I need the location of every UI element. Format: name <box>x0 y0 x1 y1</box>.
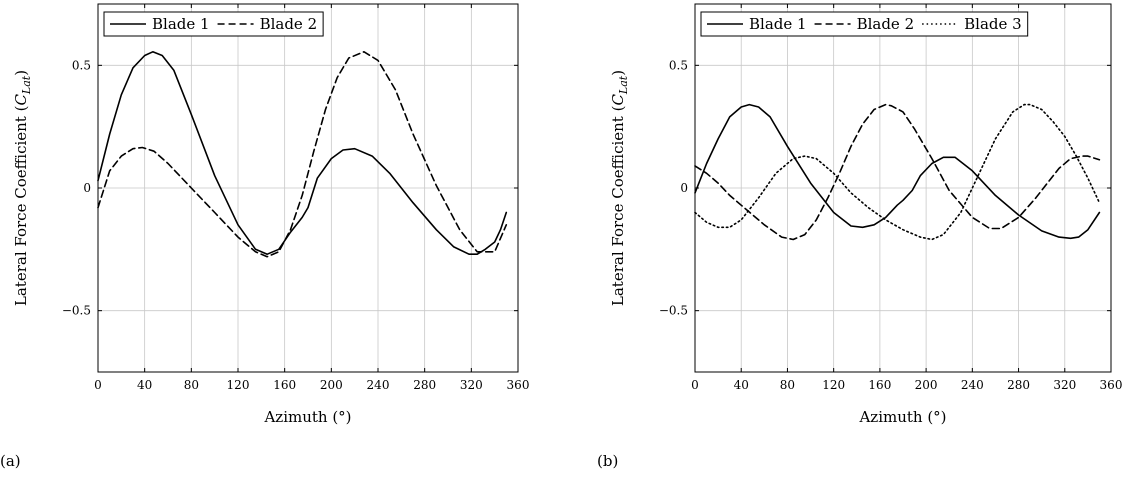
y-axis-title-suffix: ) <box>609 70 627 76</box>
y-tick-label: 0.5 <box>669 58 688 72</box>
x-tick-label: 240 <box>961 378 984 392</box>
chart-b-x-axis-title: Azimuth (°) <box>858 408 946 426</box>
y-axis-title-subscript: Lat <box>20 75 33 95</box>
legend-entry: Blade 2 <box>857 15 915 33</box>
x-tick-label: 160 <box>273 378 296 392</box>
x-tick-label: 120 <box>822 378 845 392</box>
chart-a-grid <box>97 4 519 372</box>
y-tick-label: −0.5 <box>62 304 91 318</box>
x-tick-label: 0 <box>691 378 699 392</box>
chart-b-legend: Blade 1 Blade 2 Blade 3 <box>700 11 1029 37</box>
x-tick-label: 360 <box>507 378 530 392</box>
y-tick-label: 0 <box>83 181 91 195</box>
panel-label-b: (b) <box>597 452 619 470</box>
y-axis-title-text: Lateral Force Coefficient ( <box>609 106 627 307</box>
chart-a-y-axis-title: Lateral Force Coefficient (CLat) <box>12 70 33 306</box>
y-axis-title-subscript: Lat <box>617 75 630 95</box>
chart-a-series-line-2 <box>97 51 508 258</box>
legend-entry: Blade 2 <box>260 15 318 33</box>
legend-entry: Blade 1 <box>749 15 807 33</box>
y-axis-title-symbol: C <box>12 94 30 106</box>
legend-entry: Blade 1 <box>152 15 210 33</box>
y-axis-title-text: Lateral Force Coefficient ( <box>12 106 30 307</box>
y-axis-title-symbol: C <box>609 94 627 106</box>
chart-a-legend: Blade 1 Blade 2 <box>103 11 324 37</box>
chart-a-svg: 0 40 80 120 160 200 240 280 320 360 −0.5 0 0.5 Azimut… <box>12 3 530 426</box>
x-tick-label: 320 <box>1053 378 1076 392</box>
x-tick-label: 120 <box>227 378 250 392</box>
chart-b-y-axis-title: Lateral Force Coefficient (CLat) <box>609 70 630 306</box>
x-tick-label: 0 <box>94 378 102 392</box>
x-tick-label: 80 <box>780 378 795 392</box>
chart-b-series-line-1 <box>694 103 1101 240</box>
x-tick-label: 280 <box>1007 378 1030 392</box>
x-tick-label: 200 <box>320 378 343 392</box>
y-tick-label: −0.5 <box>659 304 688 318</box>
x-tick-label: 80 <box>184 378 199 392</box>
x-tick-label: 160 <box>868 378 891 392</box>
legend-box <box>700 11 1029 37</box>
x-tick-label: 320 <box>460 378 483 392</box>
chart-b-series-line-2 <box>694 103 1101 241</box>
chart-panel-b: 0 40 80 120 160 200 240 280 320 360 −0.5 0 0.5 Azimut… <box>597 0 1131 480</box>
x-tick-label: 360 <box>1100 378 1123 392</box>
x-tick-label: 280 <box>413 378 436 392</box>
y-axis-title-suffix: ) <box>12 70 30 76</box>
chart-b-grid <box>694 4 1112 372</box>
chart-panel-a: 0 40 80 120 160 200 240 280 320 360 −0.5 0 0.5 Azimut… <box>0 0 560 480</box>
y-tick-label: 0 <box>680 181 688 195</box>
y-tick-label: 0.5 <box>72 58 91 72</box>
legend-entry: Blade 3 <box>964 15 1022 33</box>
chart-a-series-line-1 <box>97 51 508 255</box>
chart-b-svg: 0 40 80 120 160 200 240 280 320 360 −0.5 0 0.5 Azimut… <box>609 3 1123 426</box>
chart-a-x-axis-title: Azimuth (°) <box>263 408 351 426</box>
x-tick-label: 240 <box>367 378 390 392</box>
chart-b-series-line-3 <box>694 103 1101 241</box>
x-tick-label: 40 <box>734 378 749 392</box>
x-tick-label: 200 <box>915 378 938 392</box>
x-tick-label: 40 <box>137 378 152 392</box>
panel-label-a: (a) <box>0 452 21 470</box>
